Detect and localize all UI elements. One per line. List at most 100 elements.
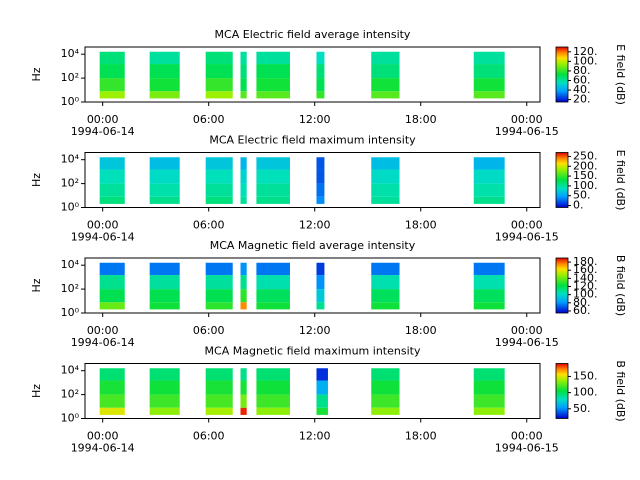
- spectrogram-cell: [205, 78, 233, 92]
- spectrogram-cell: [256, 91, 290, 99]
- colorbar-tick-label: 140.: [573, 271, 598, 284]
- x-date-label: 1994-06-15: [495, 336, 559, 349]
- colorbar-label: E field (dB): [614, 44, 627, 105]
- spectrogram-cell: [473, 275, 505, 290]
- colorbar-tick-label: 120.: [573, 45, 598, 58]
- x-tick-label: 06:00: [193, 219, 225, 232]
- spectrogram-cell: [473, 262, 505, 276]
- x-tick-label: 06:00: [193, 430, 225, 443]
- spectrogram-cell: [316, 157, 325, 170]
- spectrogram-cell: [205, 275, 233, 290]
- spectrogram-cell: [149, 157, 180, 170]
- spectrogram-cell: [473, 78, 505, 92]
- x-tick-label: 18:00: [405, 113, 437, 126]
- spectrogram-cell: [473, 169, 505, 184]
- colorbar: [555, 46, 569, 103]
- spectrogram-cell: [256, 302, 290, 310]
- spectrogram-cell: [149, 51, 180, 65]
- y-axis-label: Hz: [30, 278, 43, 292]
- spectrogram-cell: [99, 380, 125, 395]
- spectrogram-cell: [473, 51, 505, 65]
- colorbar-tick-label: 80.: [573, 64, 591, 77]
- spectrogram-cell: [99, 169, 125, 184]
- colorbar: [555, 152, 569, 208]
- colorbar-tick-label: 180.: [573, 255, 598, 268]
- spectrogram-cell: [149, 289, 180, 303]
- spectrogram-cell: [205, 169, 233, 184]
- spectrogram-cell: [240, 302, 247, 310]
- spectrogram-cell: [316, 289, 325, 303]
- spectrogram-cell: [240, 64, 247, 79]
- spectrogram-cell: [316, 91, 325, 99]
- spectrogram-cell: [240, 169, 247, 184]
- spectrogram-cell: [256, 368, 290, 381]
- spectrogram-cell: [240, 196, 247, 204]
- y-tick-label: 10⁰: [61, 306, 80, 319]
- spectrogram-cell: [149, 78, 180, 92]
- spectrogram-cell: [205, 51, 233, 65]
- spectrogram-cell: [316, 275, 325, 290]
- colorbar-tick-label: 250.: [573, 149, 598, 162]
- spectrogram-cell: [316, 394, 328, 408]
- colorbar-label: B field (dB): [614, 255, 627, 316]
- spectrogram-cell: [99, 407, 125, 415]
- colorbar-tick-label: 150.: [573, 169, 598, 182]
- spectrogram-cell: [316, 407, 328, 415]
- spectrogram-cell: [99, 91, 125, 99]
- spectrogram-cell: [205, 91, 233, 99]
- spectrogram-cell: [99, 78, 125, 92]
- colorbar-tick-label: 50.: [573, 402, 591, 415]
- spectrogram-cell: [256, 275, 290, 290]
- spectrogram-cell: [256, 78, 290, 92]
- colorbar-tick-label: 60.: [573, 304, 591, 317]
- spectrogram-cell: [256, 289, 290, 303]
- y-tick-label: 10²: [61, 388, 79, 401]
- x-date-label: 1994-06-15: [495, 125, 559, 138]
- colorbar-tick-label: 60.: [573, 73, 591, 86]
- spectrogram-cell: [205, 183, 233, 197]
- spectrogram-cell: [316, 183, 325, 197]
- spectrogram-cell: [473, 196, 505, 204]
- colorbar-tick-label: 100.: [573, 288, 598, 301]
- spectrogram-cell: [256, 262, 290, 276]
- y-tick-label: 10⁴: [61, 47, 80, 60]
- spectrogram-cell: [240, 157, 247, 170]
- y-tick-label: 10²: [61, 71, 79, 84]
- spectrogram-cell: [149, 262, 180, 276]
- x-date-label: 1994-06-14: [71, 231, 135, 244]
- colorbar-tick-label: 100.: [573, 54, 598, 67]
- spectrogram-cell: [205, 196, 233, 204]
- spectrogram-cell: [149, 368, 180, 381]
- spectrogram-cell: [205, 407, 233, 415]
- spectrogram-cell: [256, 51, 290, 65]
- x-tick-label: 18:00: [405, 430, 437, 443]
- x-tick-label: 00:00: [87, 324, 119, 337]
- x-tick-label: 12:00: [299, 324, 331, 337]
- colorbar-tick-label: 200.: [573, 159, 598, 172]
- spectrogram-cell: [149, 64, 180, 79]
- x-tick-label: 12:00: [299, 113, 331, 126]
- x-tick-label: 00:00: [87, 113, 119, 126]
- spectrogram-cell: [240, 380, 247, 395]
- x-tick-label: 18:00: [405, 324, 437, 337]
- spectrogram-cell: [316, 64, 325, 79]
- spectrogram-cell: [473, 368, 505, 381]
- spectrogram-cell: [371, 157, 400, 170]
- spectrogram-cell: [149, 183, 180, 197]
- spectrogram-cell: [371, 368, 400, 381]
- x-tick-label: 06:00: [193, 113, 225, 126]
- colorbar: [555, 363, 569, 419]
- x-date-label: 1994-06-15: [495, 231, 559, 244]
- panel-title: MCA Electric field average intensity: [215, 28, 411, 41]
- spectrogram-cell: [473, 380, 505, 395]
- spectrogram-cell: [99, 51, 125, 65]
- spectrogram-cell: [240, 78, 247, 92]
- spectrogram-cell: [371, 407, 400, 415]
- spectrogram-cell: [240, 91, 247, 99]
- spectrogram-cell: [316, 302, 325, 310]
- spectrogram-cell: [256, 407, 290, 415]
- spectrogram-cell: [316, 169, 325, 184]
- colorbar: [555, 257, 569, 314]
- spectrogram-cell: [99, 275, 125, 290]
- y-tick-label: 10⁰: [61, 95, 80, 108]
